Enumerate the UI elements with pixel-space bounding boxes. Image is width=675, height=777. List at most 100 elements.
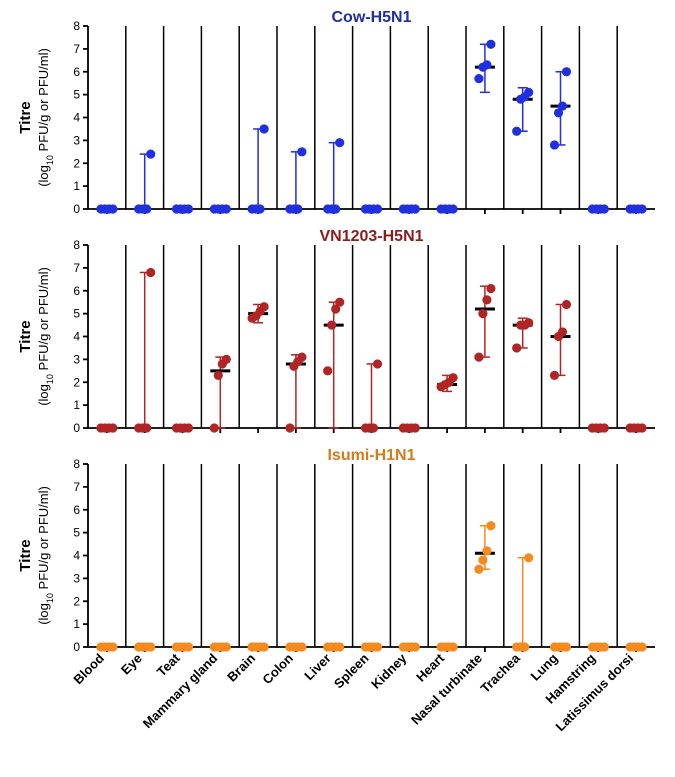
y-tick-label: 6 bbox=[73, 284, 80, 298]
data-point bbox=[525, 319, 533, 327]
y-tick-label: 2 bbox=[73, 594, 80, 608]
y-tick-label: 2 bbox=[73, 375, 80, 389]
data-point bbox=[638, 424, 646, 432]
y-tick-label: 5 bbox=[73, 88, 80, 102]
y-tick-label: 6 bbox=[73, 503, 80, 517]
data-point bbox=[185, 205, 193, 213]
data-point bbox=[298, 643, 306, 651]
data-point bbox=[214, 371, 222, 379]
data-point bbox=[294, 205, 302, 213]
data-point bbox=[286, 424, 294, 432]
svg-text:Titre: Titre bbox=[17, 539, 34, 571]
data-point bbox=[600, 205, 608, 213]
data-point bbox=[260, 303, 268, 311]
data-point bbox=[563, 643, 571, 651]
data-point bbox=[143, 424, 151, 432]
data-point bbox=[638, 205, 646, 213]
data-point bbox=[475, 565, 483, 573]
data-point bbox=[374, 643, 382, 651]
data-point bbox=[563, 300, 571, 308]
data-point bbox=[525, 88, 533, 96]
data-point bbox=[525, 554, 533, 562]
data-point bbox=[147, 643, 155, 651]
y-tick-label: 0 bbox=[73, 421, 80, 435]
data-point bbox=[479, 310, 487, 318]
y-tick-label: 8 bbox=[73, 457, 80, 471]
y-tick-label: 8 bbox=[73, 238, 80, 252]
y-tick-label: 4 bbox=[73, 111, 80, 125]
y-tick-label: 1 bbox=[73, 179, 80, 193]
y-tick-label: 3 bbox=[73, 352, 80, 366]
data-point bbox=[370, 424, 378, 432]
y-tick-label: 3 bbox=[73, 571, 80, 585]
data-point bbox=[143, 205, 151, 213]
data-point bbox=[260, 125, 268, 133]
data-point bbox=[638, 643, 646, 651]
data-point bbox=[222, 643, 230, 651]
data-point bbox=[374, 205, 382, 213]
y-tick-label: 8 bbox=[73, 19, 80, 33]
data-point bbox=[328, 321, 336, 329]
data-point bbox=[147, 150, 155, 158]
data-point bbox=[487, 40, 495, 48]
y-tick-label: 2 bbox=[73, 156, 80, 170]
data-point bbox=[487, 522, 495, 530]
data-point bbox=[483, 547, 491, 555]
data-point bbox=[374, 360, 382, 368]
y-tick-label: 1 bbox=[73, 617, 80, 631]
data-point bbox=[551, 141, 559, 149]
y-tick-label: 1 bbox=[73, 398, 80, 412]
data-point bbox=[513, 127, 521, 135]
data-point bbox=[563, 68, 571, 76]
panel-title: VN1203-H5N1 bbox=[319, 228, 423, 245]
data-point bbox=[487, 284, 495, 292]
data-point bbox=[513, 344, 521, 352]
panel-title: Isumi-H1N1 bbox=[327, 447, 415, 464]
titre-chart: Cow-H5N1012345678Titre(log10 PFU/g or PF… bbox=[0, 0, 675, 777]
data-point bbox=[324, 367, 332, 375]
data-point bbox=[559, 102, 567, 110]
data-point bbox=[600, 424, 608, 432]
data-point bbox=[222, 355, 230, 363]
data-point bbox=[260, 643, 268, 651]
data-point bbox=[336, 298, 344, 306]
y-tick-label: 7 bbox=[73, 261, 80, 275]
y-tick-label: 3 bbox=[73, 133, 80, 147]
y-tick-label: 4 bbox=[73, 330, 80, 344]
data-point bbox=[109, 424, 117, 432]
data-point bbox=[298, 353, 306, 361]
data-point bbox=[521, 643, 529, 651]
data-point bbox=[109, 205, 117, 213]
data-point bbox=[449, 205, 457, 213]
data-point bbox=[411, 643, 419, 651]
data-point bbox=[449, 643, 457, 651]
data-point bbox=[222, 205, 230, 213]
data-point bbox=[298, 148, 306, 156]
data-point bbox=[411, 205, 419, 213]
data-point bbox=[210, 424, 218, 432]
data-point bbox=[551, 371, 559, 379]
y-tick-label: 5 bbox=[73, 307, 80, 321]
data-point bbox=[559, 328, 567, 336]
data-point bbox=[449, 374, 457, 382]
data-point bbox=[479, 556, 487, 564]
svg-text:Titre: Titre bbox=[17, 101, 34, 133]
y-tick-label: 4 bbox=[73, 549, 80, 563]
data-point bbox=[475, 353, 483, 361]
data-point bbox=[147, 268, 155, 276]
y-tick-label: 7 bbox=[73, 42, 80, 56]
data-point bbox=[256, 205, 264, 213]
y-tick-label: 6 bbox=[73, 65, 80, 79]
y-tick-label: 5 bbox=[73, 526, 80, 540]
data-point bbox=[483, 296, 491, 304]
data-point bbox=[185, 643, 193, 651]
data-point bbox=[109, 643, 117, 651]
y-tick-label: 7 bbox=[73, 480, 80, 494]
data-point bbox=[411, 424, 419, 432]
data-point bbox=[336, 643, 344, 651]
data-point bbox=[483, 61, 491, 69]
panel-title: Cow-H5N1 bbox=[331, 9, 411, 26]
data-point bbox=[336, 139, 344, 147]
data-point bbox=[332, 205, 340, 213]
data-point bbox=[600, 643, 608, 651]
